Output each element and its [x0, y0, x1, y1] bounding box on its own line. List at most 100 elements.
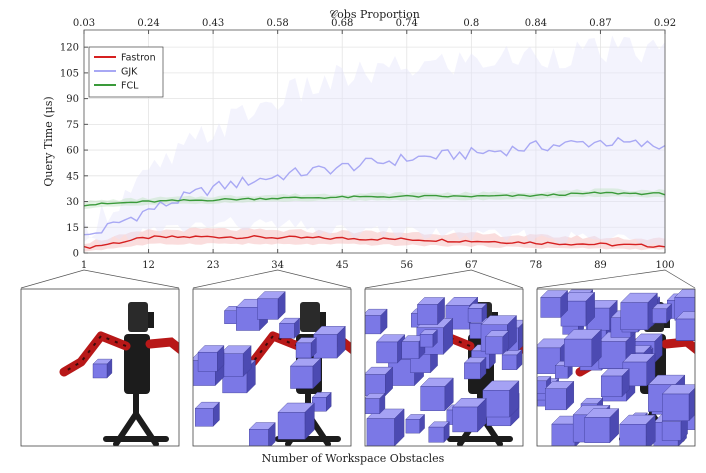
robot-arm-right	[661, 337, 695, 355]
top-axis-title: 𝒞obs Proportion	[329, 8, 420, 21]
series-line-fastron	[83, 235, 666, 250]
cube-face	[195, 408, 214, 427]
cube-face	[482, 390, 510, 418]
cube-face	[290, 365, 314, 389]
cube-face	[467, 308, 483, 323]
robot-arm-right	[145, 337, 179, 355]
cube-face	[249, 429, 269, 446]
cube-face	[464, 362, 481, 380]
cube-face	[365, 398, 380, 414]
thumbnail-panel-1: scene with 1 obstacle	[20, 288, 180, 447]
panel-frame	[20, 288, 180, 447]
cube-face	[452, 406, 478, 433]
y-tick-label: 60	[66, 146, 79, 157]
band-gjk	[84, 35, 665, 247]
top-tick-label: 0.92	[654, 18, 676, 29]
y-tick-label: 75	[66, 120, 79, 131]
cube-face	[598, 341, 627, 369]
series-line-gjk	[83, 136, 666, 236]
cube-side	[696, 402, 703, 430]
cube-face	[537, 347, 561, 374]
thumbnail-panel-3: scene with 67 obstacles	[364, 288, 524, 447]
x-tick-label: 1	[81, 260, 87, 271]
cube-face	[236, 307, 260, 331]
cube-face	[662, 393, 690, 421]
cube-face	[564, 338, 592, 367]
robot-display	[320, 312, 326, 328]
cube-face	[661, 421, 682, 441]
cube-face	[197, 352, 218, 372]
y-tick-label: 120	[60, 43, 79, 54]
panel-frame	[192, 288, 352, 447]
cube-face	[551, 423, 576, 446]
legend-label-fastron: Fastron	[121, 53, 156, 64]
cube-face	[555, 365, 569, 379]
cube-face	[419, 334, 434, 348]
cube-face	[92, 363, 108, 379]
y-tick-label: 15	[66, 223, 79, 234]
cube-side	[698, 289, 706, 320]
top-tick-label: 0.68	[331, 18, 353, 29]
x-tick-label: 12	[142, 260, 155, 271]
y-tick-label: 45	[66, 171, 79, 182]
robot-head	[128, 302, 148, 332]
cube-face	[366, 418, 395, 446]
top-tick-label: 0.58	[267, 18, 289, 29]
cube-face	[428, 426, 445, 443]
x-tick-label: 34	[271, 260, 284, 271]
series-line-fcl	[83, 191, 666, 207]
cube-face	[619, 424, 647, 446]
x-tick-label: 67	[465, 260, 478, 271]
cube-face	[417, 304, 438, 325]
cube-face	[545, 388, 567, 411]
cube-face	[501, 354, 518, 370]
panel-frame	[536, 288, 696, 447]
x-tick-label: 78	[530, 260, 543, 271]
cube-face	[584, 417, 611, 443]
cube-face	[313, 334, 338, 359]
panel-scene	[193, 291, 351, 446]
cube-face	[376, 341, 398, 364]
cube-side	[697, 312, 704, 341]
legend-label-fcl: FCL	[121, 81, 139, 92]
robot-display	[148, 312, 154, 328]
legend: Fastron GJK FCL	[88, 46, 164, 98]
cube-face	[401, 341, 420, 359]
connector-2	[192, 269, 352, 289]
x-tick-label: 89	[594, 260, 607, 271]
y-axis-title: Query Time (μs)	[42, 96, 55, 186]
panel-frame	[364, 288, 524, 447]
cube-face	[675, 318, 695, 341]
y-tick-label: 0	[73, 249, 79, 260]
cube-face	[540, 297, 561, 318]
robot-torso	[124, 334, 150, 394]
connector-1	[20, 269, 180, 289]
y-tick-label: 105	[60, 68, 79, 79]
legend-label-gjk: GJK	[121, 67, 138, 78]
cube-face	[365, 374, 386, 397]
x-tick-label: 45	[336, 260, 349, 271]
top-tick-label: 0.43	[202, 18, 224, 29]
cube-face	[652, 308, 667, 324]
zoom-connectors	[20, 269, 696, 289]
robot-arm-left	[59, 331, 131, 377]
thumbnail-panels: scene with 1 obstaclescene with 34 obsta…	[20, 288, 706, 447]
panel-scene	[59, 302, 179, 446]
top-tick-label: 0.8	[463, 18, 479, 29]
robot-head	[300, 302, 320, 332]
panel-scene	[365, 296, 523, 446]
y-tick-label: 90	[66, 94, 79, 105]
connector-4	[536, 269, 696, 289]
cube-face	[224, 310, 238, 324]
top-tick-label: 0.24	[137, 18, 159, 29]
top-tick-label: 0.84	[525, 18, 547, 29]
cube-face	[257, 298, 279, 320]
cube-face	[537, 380, 547, 394]
top-tick-label: 0.74	[396, 18, 418, 29]
band-fcl	[84, 188, 665, 210]
cube-face	[420, 386, 446, 411]
cube-face	[405, 419, 420, 434]
cube-face	[600, 375, 623, 398]
connector-3	[364, 269, 524, 289]
